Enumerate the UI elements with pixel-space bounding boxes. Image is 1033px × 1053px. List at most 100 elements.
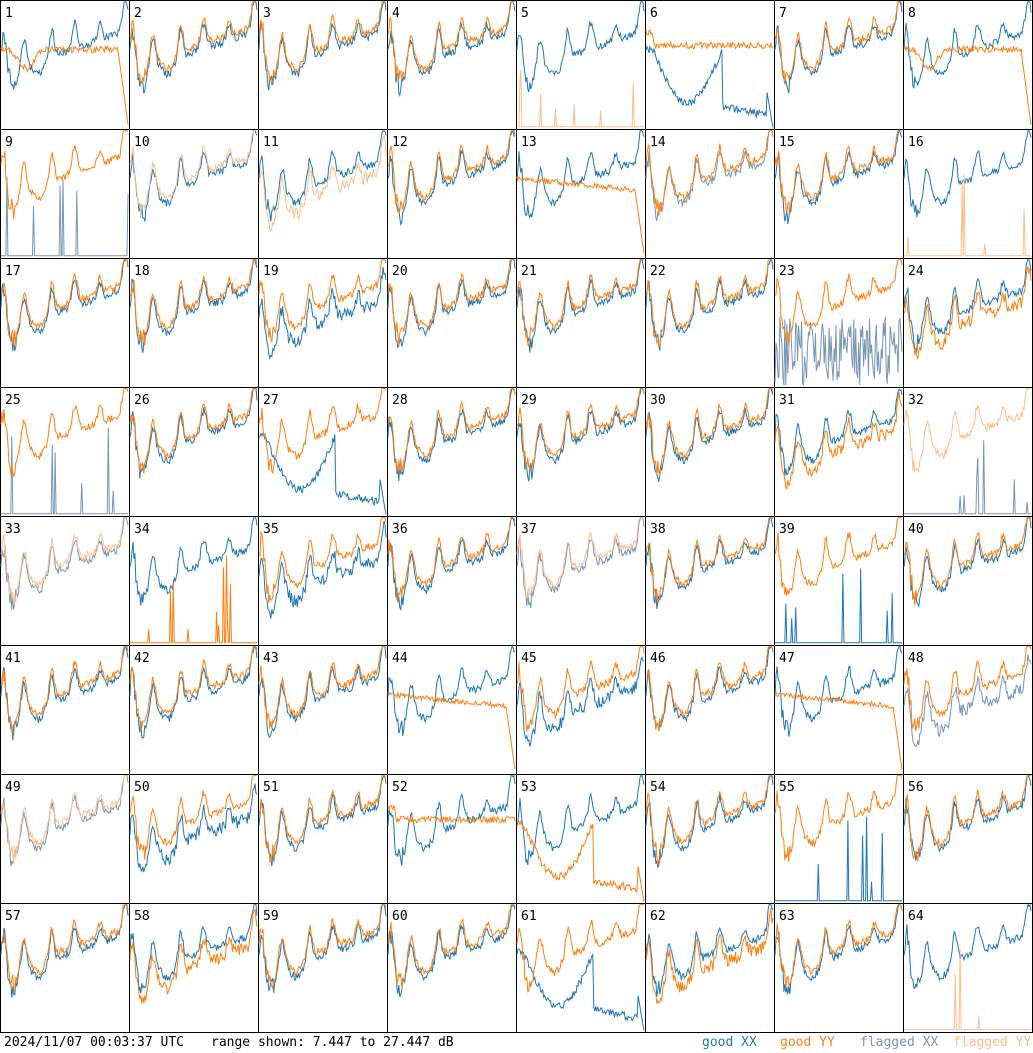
legend-flagged-yy: flagged YY bbox=[953, 1035, 1032, 1050]
xx-series-line bbox=[387, 645, 516, 737]
panel-label: 15 bbox=[779, 135, 795, 150]
xx-series-line bbox=[387, 388, 516, 482]
xx-series-line bbox=[258, 520, 387, 619]
panel-label: 22 bbox=[650, 264, 666, 279]
panel-frame bbox=[0, 903, 130, 1033]
panel-47: 47 bbox=[774, 645, 904, 775]
xx-series-line bbox=[645, 645, 774, 731]
xx-series-line bbox=[903, 259, 1032, 353]
panel-label: 1 bbox=[5, 6, 13, 21]
panel-frame bbox=[0, 0, 130, 130]
panel-64: 64 bbox=[903, 903, 1033, 1033]
yy-series-line bbox=[645, 646, 774, 732]
xx-series-line bbox=[258, 129, 387, 222]
xx-series-line bbox=[0, 904, 129, 998]
panel-label: 5 bbox=[521, 6, 529, 21]
panel-39: 39 bbox=[774, 516, 904, 646]
yy-series-line bbox=[129, 775, 258, 860]
panel-45: 45 bbox=[516, 645, 646, 775]
panel-label: 32 bbox=[908, 393, 924, 408]
yy-series-line bbox=[258, 517, 387, 604]
panel-label: 42 bbox=[134, 651, 150, 666]
panel-label: 41 bbox=[5, 651, 21, 666]
panel-26: 26 bbox=[129, 387, 259, 517]
panel-frame bbox=[516, 774, 646, 904]
panel-50: 50 bbox=[129, 774, 259, 904]
panel-frame bbox=[129, 129, 259, 259]
panel-frame bbox=[903, 903, 1033, 1033]
xx-series-line bbox=[258, 774, 387, 867]
panel-frame bbox=[0, 645, 130, 775]
yy-series-line bbox=[775, 259, 903, 347]
xx-series-line bbox=[775, 568, 902, 644]
xx-series-line bbox=[129, 904, 258, 994]
xx-series-line bbox=[903, 130, 1032, 218]
xx-series-line bbox=[387, 259, 516, 349]
panel-frame bbox=[645, 516, 775, 646]
panel-frame bbox=[0, 129, 130, 259]
panel-56: 56 bbox=[903, 774, 1033, 904]
panel-frame bbox=[645, 258, 775, 388]
panel-2: 2 bbox=[129, 0, 259, 130]
panel-frame bbox=[258, 387, 388, 517]
panel-22: 22 bbox=[645, 258, 775, 388]
yy-series-line bbox=[258, 904, 387, 991]
panel-8: 8 bbox=[903, 0, 1033, 130]
panel-20: 20 bbox=[387, 258, 517, 388]
panel-label: 17 bbox=[5, 264, 21, 279]
panel-11: 11 bbox=[258, 129, 388, 259]
panel-55: 55 bbox=[774, 774, 904, 904]
panel-9: 9 bbox=[0, 129, 130, 259]
panel-frame bbox=[903, 0, 1033, 130]
xx-series-line bbox=[516, 517, 645, 609]
yy-series-line bbox=[129, 908, 258, 1004]
panel-19: 19 bbox=[258, 258, 388, 388]
xx-series-line bbox=[129, 0, 258, 94]
yy-series-line bbox=[516, 388, 645, 472]
panel-frame bbox=[516, 129, 646, 259]
xx-series-line bbox=[0, 645, 129, 741]
yy-series-line bbox=[517, 70, 644, 128]
xx-series-line bbox=[0, 775, 129, 867]
panel-25: 25 bbox=[0, 387, 130, 517]
panel-label: 55 bbox=[779, 780, 795, 795]
panel-label: 59 bbox=[263, 909, 279, 924]
xx-series-line bbox=[645, 130, 774, 222]
yy-series-line bbox=[387, 904, 516, 988]
xx-series-line bbox=[516, 388, 645, 482]
panel-frame bbox=[516, 903, 646, 1033]
panel-41: 41 bbox=[0, 645, 130, 775]
legend-good-xx: good XX bbox=[702, 1035, 757, 1050]
xx-series-line bbox=[258, 432, 387, 515]
yy-series-line bbox=[516, 904, 645, 993]
panel-frame bbox=[774, 645, 904, 775]
panel-23: 23 bbox=[774, 258, 904, 388]
panel-label: 64 bbox=[908, 909, 924, 924]
yy-series-line bbox=[903, 388, 1032, 474]
panel-label: 56 bbox=[908, 780, 924, 795]
panel-label: 31 bbox=[779, 393, 795, 408]
panel-label: 35 bbox=[263, 522, 279, 537]
yy-series-line bbox=[258, 775, 387, 863]
panel-label: 40 bbox=[908, 522, 924, 537]
panel-60: 60 bbox=[387, 903, 517, 1033]
panel-frame bbox=[0, 258, 130, 388]
panel-label: 54 bbox=[650, 780, 666, 795]
timestamp: 2024/11/07 00:03:37 UTC bbox=[4, 1035, 185, 1050]
panel-label: 29 bbox=[521, 393, 537, 408]
yy-series-line bbox=[0, 44, 129, 125]
yy-series-line bbox=[516, 646, 645, 732]
panel-label: 6 bbox=[650, 6, 658, 21]
panel-frame bbox=[129, 645, 259, 775]
xx-series-line bbox=[903, 516, 1032, 608]
yy-series-line bbox=[129, 130, 257, 217]
panel-frame bbox=[258, 903, 388, 1033]
xx-series-line bbox=[516, 775, 645, 866]
xx-series-line bbox=[129, 646, 258, 739]
panel-38: 38 bbox=[645, 516, 775, 646]
panel-frame bbox=[258, 0, 388, 130]
yy-series-line bbox=[0, 646, 129, 735]
panel-label: 8 bbox=[908, 6, 916, 21]
yy-series-line bbox=[774, 690, 903, 770]
yy-series-line bbox=[129, 388, 258, 474]
